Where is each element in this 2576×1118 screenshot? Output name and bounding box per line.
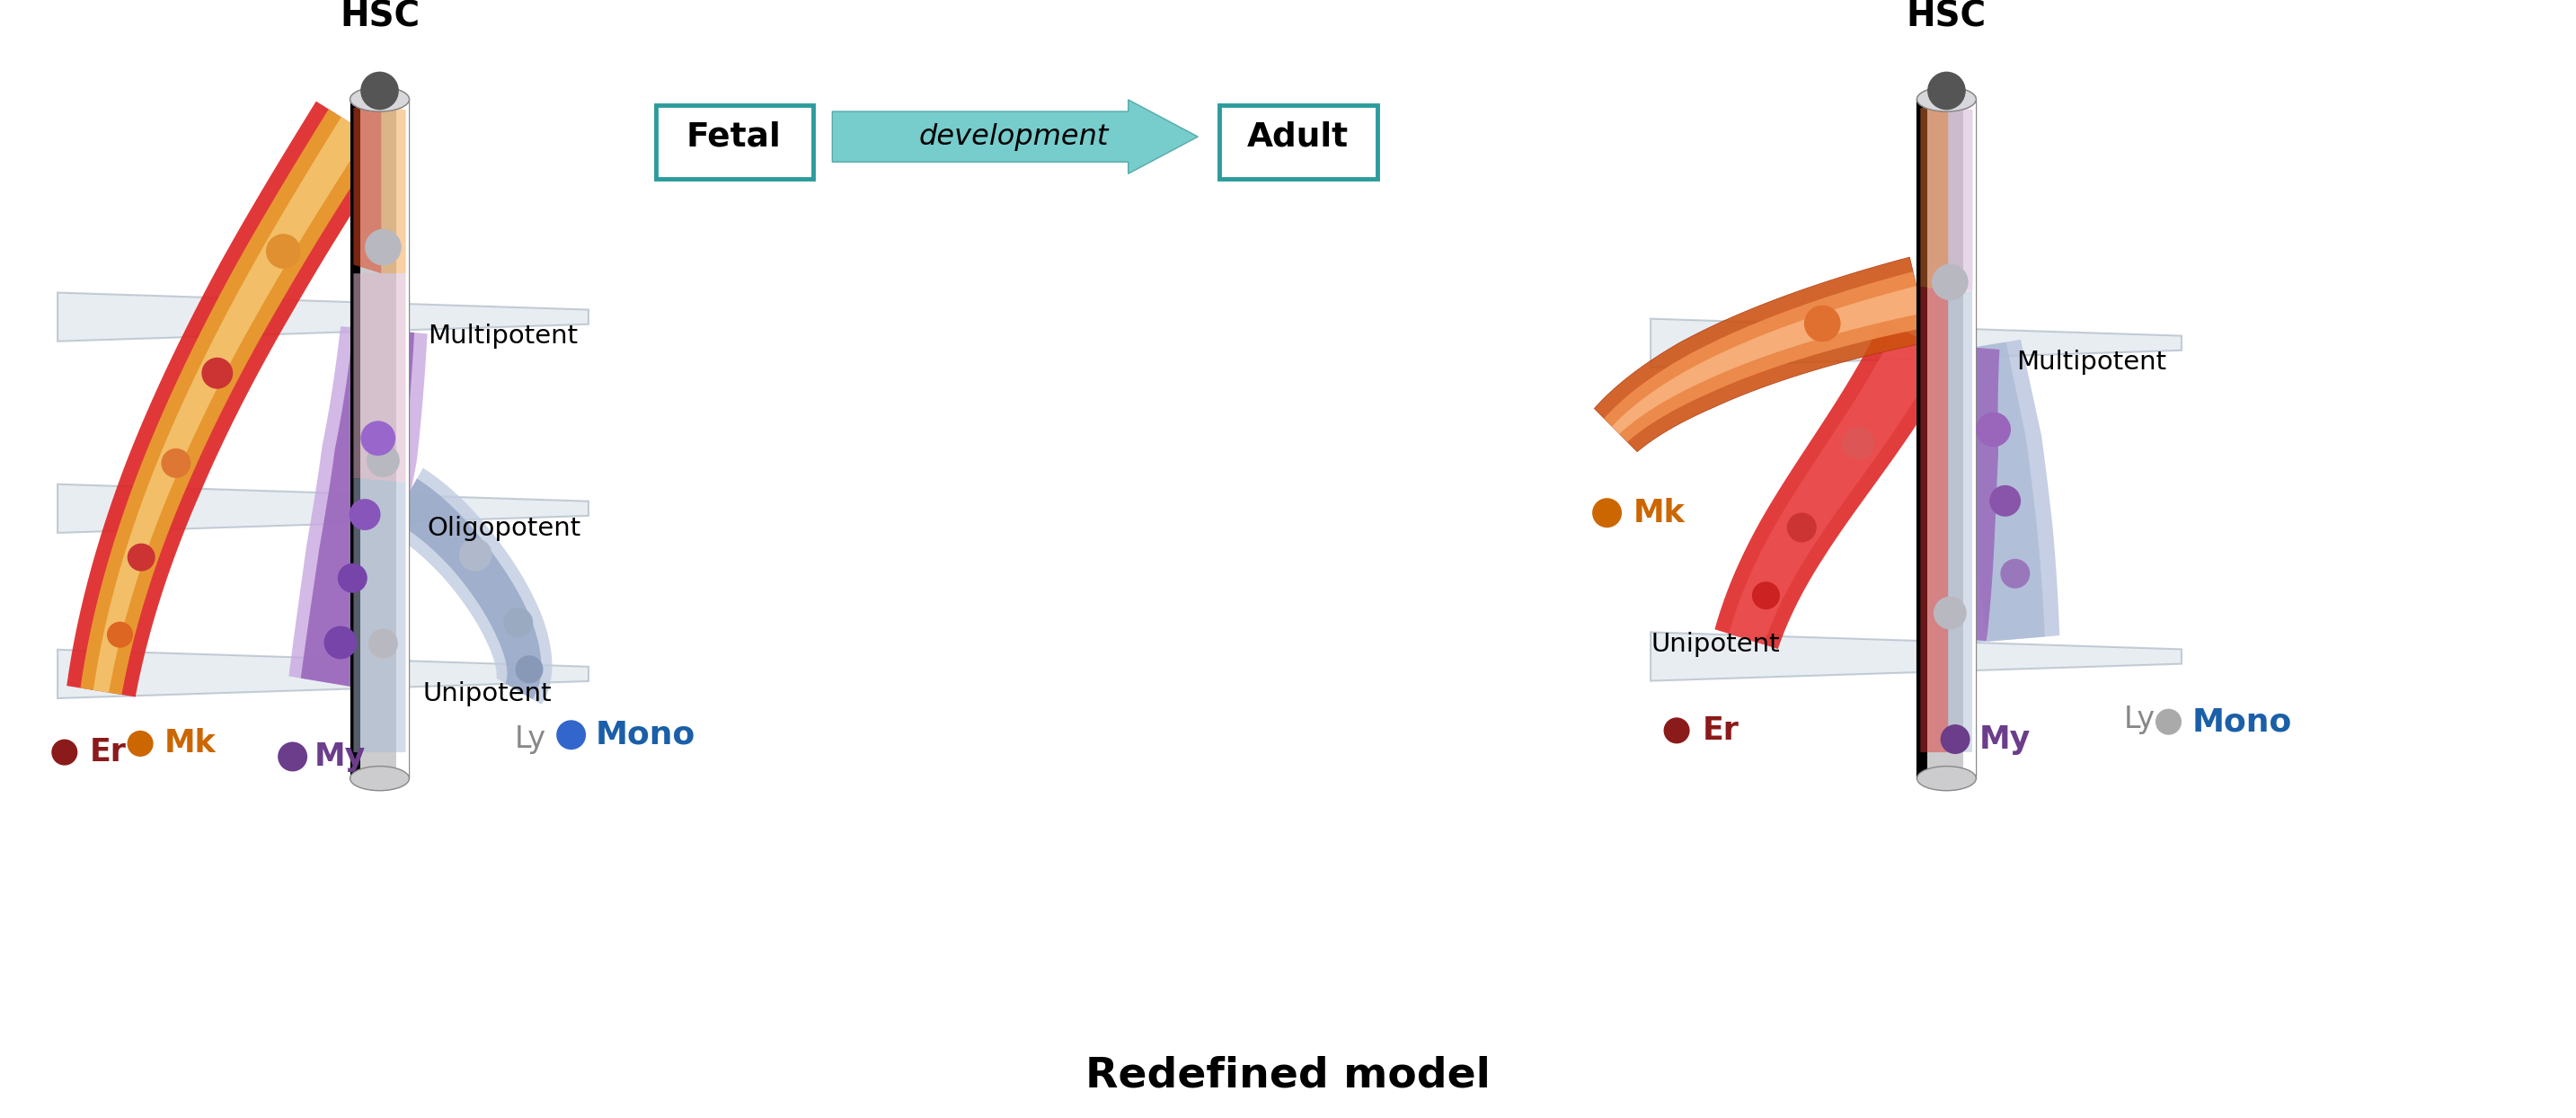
Polygon shape <box>57 650 587 699</box>
Polygon shape <box>1947 291 1973 752</box>
Text: Mk: Mk <box>165 728 216 759</box>
Text: Multipotent: Multipotent <box>428 324 577 349</box>
Text: Fetal: Fetal <box>685 121 781 153</box>
Polygon shape <box>1728 326 1942 645</box>
FancyBboxPatch shape <box>1218 105 1378 179</box>
Circle shape <box>366 229 402 266</box>
Polygon shape <box>1947 106 1973 291</box>
Circle shape <box>2002 559 2030 588</box>
Circle shape <box>1940 724 1971 754</box>
Polygon shape <box>392 479 541 699</box>
Text: Mk: Mk <box>1633 498 1685 528</box>
Ellipse shape <box>1917 87 1976 112</box>
Circle shape <box>459 538 492 571</box>
Polygon shape <box>57 293 587 341</box>
Polygon shape <box>353 106 381 274</box>
Polygon shape <box>1651 319 2182 368</box>
Circle shape <box>1976 413 2012 447</box>
Circle shape <box>361 420 397 456</box>
Circle shape <box>515 655 544 683</box>
Circle shape <box>337 563 368 593</box>
FancyBboxPatch shape <box>654 105 814 179</box>
Circle shape <box>368 628 397 659</box>
Text: Er: Er <box>90 737 126 768</box>
Text: Mono: Mono <box>2192 707 2293 737</box>
Polygon shape <box>1922 106 1947 291</box>
Circle shape <box>1592 498 1623 528</box>
Circle shape <box>361 72 399 110</box>
Polygon shape <box>93 117 368 693</box>
Circle shape <box>1803 305 1842 342</box>
Polygon shape <box>386 468 551 704</box>
Text: Mono: Mono <box>595 720 696 750</box>
Bar <box>350 100 410 778</box>
Polygon shape <box>67 102 392 697</box>
Bar <box>397 100 410 778</box>
Polygon shape <box>289 326 428 689</box>
Text: HSC: HSC <box>1906 0 1986 34</box>
Circle shape <box>1664 718 1690 743</box>
Circle shape <box>325 626 358 660</box>
Polygon shape <box>1940 345 1999 641</box>
Circle shape <box>265 234 301 268</box>
Ellipse shape <box>350 87 410 112</box>
Polygon shape <box>1922 286 1947 752</box>
Polygon shape <box>353 479 407 752</box>
Bar <box>1917 100 1976 778</box>
Text: Adult: Adult <box>1247 121 1350 153</box>
Circle shape <box>278 742 307 771</box>
Text: development: development <box>920 123 1108 151</box>
Polygon shape <box>381 106 407 274</box>
Polygon shape <box>1651 632 2182 681</box>
Circle shape <box>108 622 134 647</box>
Text: My: My <box>1978 724 2030 755</box>
Circle shape <box>1989 485 2020 517</box>
Circle shape <box>366 444 399 477</box>
Circle shape <box>162 448 191 479</box>
Polygon shape <box>301 328 415 688</box>
Polygon shape <box>1940 342 2045 642</box>
Circle shape <box>52 739 77 766</box>
Text: Unipotent: Unipotent <box>422 681 551 707</box>
Ellipse shape <box>350 87 410 112</box>
Text: Unipotent: Unipotent <box>1651 632 1780 657</box>
FancyArrow shape <box>832 100 1198 173</box>
Bar <box>1963 100 1976 778</box>
Circle shape <box>1842 427 1875 459</box>
Circle shape <box>1788 513 1816 542</box>
Circle shape <box>350 499 381 530</box>
Polygon shape <box>1595 257 1929 452</box>
Polygon shape <box>1716 320 1958 648</box>
Text: Multipotent: Multipotent <box>2017 350 2166 376</box>
Ellipse shape <box>1917 87 1976 112</box>
Text: My: My <box>314 741 366 771</box>
Circle shape <box>1935 596 1965 629</box>
Text: HSC: HSC <box>340 0 420 34</box>
Circle shape <box>556 720 585 750</box>
Ellipse shape <box>350 766 410 790</box>
Circle shape <box>126 543 155 571</box>
Polygon shape <box>80 110 381 694</box>
Polygon shape <box>1927 340 2061 643</box>
Bar <box>350 100 361 778</box>
Text: Redefined model: Redefined model <box>1084 1057 1489 1097</box>
Circle shape <box>1927 72 1965 110</box>
Circle shape <box>126 730 155 757</box>
Polygon shape <box>353 274 407 482</box>
Polygon shape <box>1605 272 1927 442</box>
Text: Oligopotent: Oligopotent <box>428 515 582 541</box>
Text: Er: Er <box>1703 716 1739 746</box>
Circle shape <box>2156 709 2182 735</box>
Ellipse shape <box>1917 766 1976 790</box>
Circle shape <box>201 358 232 389</box>
Text: Ly: Ly <box>2125 704 2156 735</box>
Circle shape <box>1752 581 1780 609</box>
Polygon shape <box>57 484 587 533</box>
Text: Ly: Ly <box>515 724 546 754</box>
Bar <box>1917 100 1927 778</box>
Polygon shape <box>1613 286 1922 434</box>
Circle shape <box>1932 264 1968 301</box>
Circle shape <box>502 608 533 637</box>
